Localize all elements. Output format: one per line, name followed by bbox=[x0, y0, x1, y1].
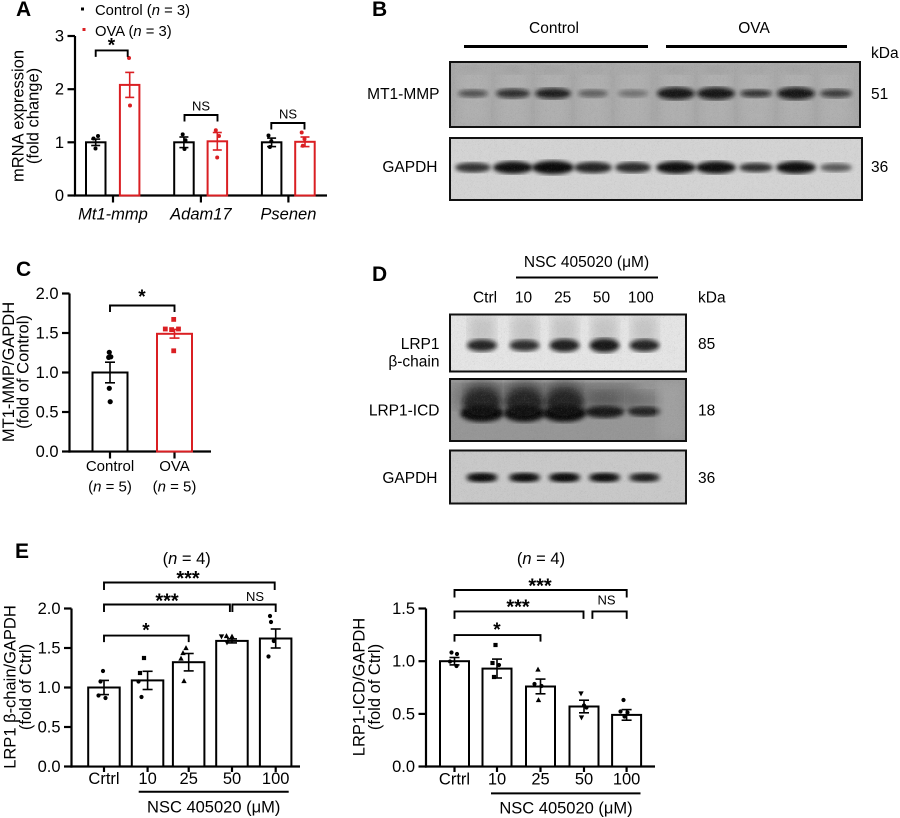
svg-text:2.0: 2.0 bbox=[38, 600, 61, 618]
svg-text:10: 10 bbox=[488, 771, 506, 789]
svg-text:NSC 405020 (μM): NSC 405020 (μM) bbox=[524, 254, 649, 271]
svg-text:Ctrl: Ctrl bbox=[473, 290, 497, 307]
svg-text:0.0: 0.0 bbox=[36, 443, 59, 461]
svg-text:kDa: kDa bbox=[698, 290, 726, 307]
svg-text:10: 10 bbox=[515, 290, 533, 307]
svg-text:0.5: 0.5 bbox=[38, 719, 61, 737]
svg-text:85: 85 bbox=[698, 336, 715, 353]
svg-text:(n = 5): (n = 5) bbox=[153, 479, 197, 496]
svg-text:Control: Control bbox=[86, 458, 134, 475]
svg-text:A: A bbox=[16, 0, 31, 21]
svg-text:1.5: 1.5 bbox=[392, 600, 415, 618]
svg-text:NS: NS bbox=[246, 589, 264, 604]
svg-text:LRP1-ICD: LRP1-ICD bbox=[369, 403, 440, 420]
svg-text:1.5: 1.5 bbox=[38, 640, 61, 658]
svg-text:LRP1: LRP1 bbox=[401, 336, 440, 353]
svg-text:NS: NS bbox=[192, 99, 210, 114]
svg-text:NSC 405020 (μM): NSC 405020 (μM) bbox=[499, 800, 632, 818]
svg-text:*: * bbox=[138, 287, 146, 308]
svg-text:100: 100 bbox=[262, 770, 290, 788]
svg-text:kDa: kDa bbox=[871, 45, 899, 62]
svg-text:18: 18 bbox=[698, 403, 715, 420]
svg-text:E: E bbox=[15, 540, 29, 563]
svg-text:3: 3 bbox=[55, 28, 64, 46]
svg-text:LRP1-ICD/GAPDH: LRP1-ICD/GAPDH bbox=[351, 618, 369, 756]
svg-text:1.5: 1.5 bbox=[36, 325, 59, 343]
svg-text:D: D bbox=[372, 263, 387, 286]
svg-text:***: *** bbox=[176, 568, 200, 590]
svg-text:Adam17: Adam17 bbox=[169, 206, 232, 224]
svg-text:OVA: OVA bbox=[738, 20, 770, 37]
svg-text:LRP1 β-chain/GAPDH: LRP1 β-chain/GAPDH bbox=[2, 605, 20, 769]
svg-text:100: 100 bbox=[613, 771, 641, 789]
svg-text:0.5: 0.5 bbox=[392, 705, 415, 723]
svg-text:NS: NS bbox=[597, 593, 615, 608]
svg-text:B: B bbox=[372, 0, 387, 21]
svg-text:(n = 5): (n = 5) bbox=[88, 479, 132, 496]
svg-text:***: *** bbox=[528, 576, 552, 598]
svg-text:1.0: 1.0 bbox=[392, 653, 415, 671]
svg-text:Psenen: Psenen bbox=[260, 206, 316, 224]
svg-text:51: 51 bbox=[871, 86, 888, 103]
svg-text:GAPDH: GAPDH bbox=[382, 159, 437, 176]
svg-text:50: 50 bbox=[575, 771, 593, 789]
svg-text:1.0: 1.0 bbox=[36, 364, 59, 382]
svg-text:0.0: 0.0 bbox=[38, 758, 61, 776]
svg-text:10: 10 bbox=[138, 770, 156, 788]
svg-text:OVA (n = 3): OVA (n = 3) bbox=[95, 24, 172, 40]
svg-text:C: C bbox=[16, 258, 31, 281]
svg-text:(n = 4): (n = 4) bbox=[163, 550, 211, 568]
svg-text:Mt1-mmp: Mt1-mmp bbox=[78, 206, 148, 224]
svg-text:100: 100 bbox=[628, 290, 654, 307]
svg-text:50: 50 bbox=[223, 770, 241, 788]
svg-text:***: *** bbox=[506, 597, 530, 619]
svg-text:mRNA expression: mRNA expression bbox=[10, 50, 28, 182]
svg-text:1: 1 bbox=[55, 134, 64, 152]
svg-text:25: 25 bbox=[531, 771, 549, 789]
svg-text:OVA: OVA bbox=[159, 458, 190, 475]
svg-text:*: * bbox=[493, 620, 501, 641]
svg-text:36: 36 bbox=[871, 159, 888, 176]
svg-text:25: 25 bbox=[554, 290, 571, 307]
svg-text:25: 25 bbox=[180, 770, 198, 788]
svg-text:(fold of Ctrl): (fold of Ctrl) bbox=[366, 644, 384, 730]
svg-text:GAPDH: GAPDH bbox=[382, 470, 437, 487]
svg-text:***: *** bbox=[155, 591, 179, 613]
svg-text:MT1-MMP/GAPDH: MT1-MMP/GAPDH bbox=[0, 302, 18, 442]
svg-text:*: * bbox=[108, 36, 116, 57]
svg-text:(fold change): (fold change) bbox=[25, 68, 43, 164]
svg-text:Crtrl: Crtrl bbox=[439, 771, 470, 789]
svg-text:0.5: 0.5 bbox=[36, 404, 59, 422]
svg-text:(n = 4): (n = 4) bbox=[517, 550, 565, 568]
svg-text:Crtrl: Crtrl bbox=[88, 770, 119, 788]
svg-text:(fold of Ctrl): (fold of Ctrl) bbox=[17, 644, 35, 730]
svg-text:0: 0 bbox=[55, 187, 64, 205]
svg-text:50: 50 bbox=[593, 290, 611, 307]
svg-text:*: * bbox=[142, 621, 150, 642]
svg-text:2: 2 bbox=[55, 81, 64, 99]
svg-text:NS: NS bbox=[279, 107, 297, 122]
svg-text:Control (n = 3): Control (n = 3) bbox=[95, 3, 190, 19]
svg-text:1.0: 1.0 bbox=[38, 679, 61, 697]
svg-text:36: 36 bbox=[698, 470, 715, 487]
svg-text:(fold of Control): (fold of Control) bbox=[15, 315, 33, 429]
svg-text:NSC 405020 (μM): NSC 405020 (μM) bbox=[147, 799, 280, 817]
svg-text:β-chain: β-chain bbox=[388, 354, 439, 371]
svg-text:0.0: 0.0 bbox=[392, 758, 415, 776]
svg-text:2.0: 2.0 bbox=[36, 285, 59, 303]
svg-text:MT1-MMP: MT1-MMP bbox=[367, 86, 439, 103]
svg-text:Control: Control bbox=[529, 20, 579, 37]
